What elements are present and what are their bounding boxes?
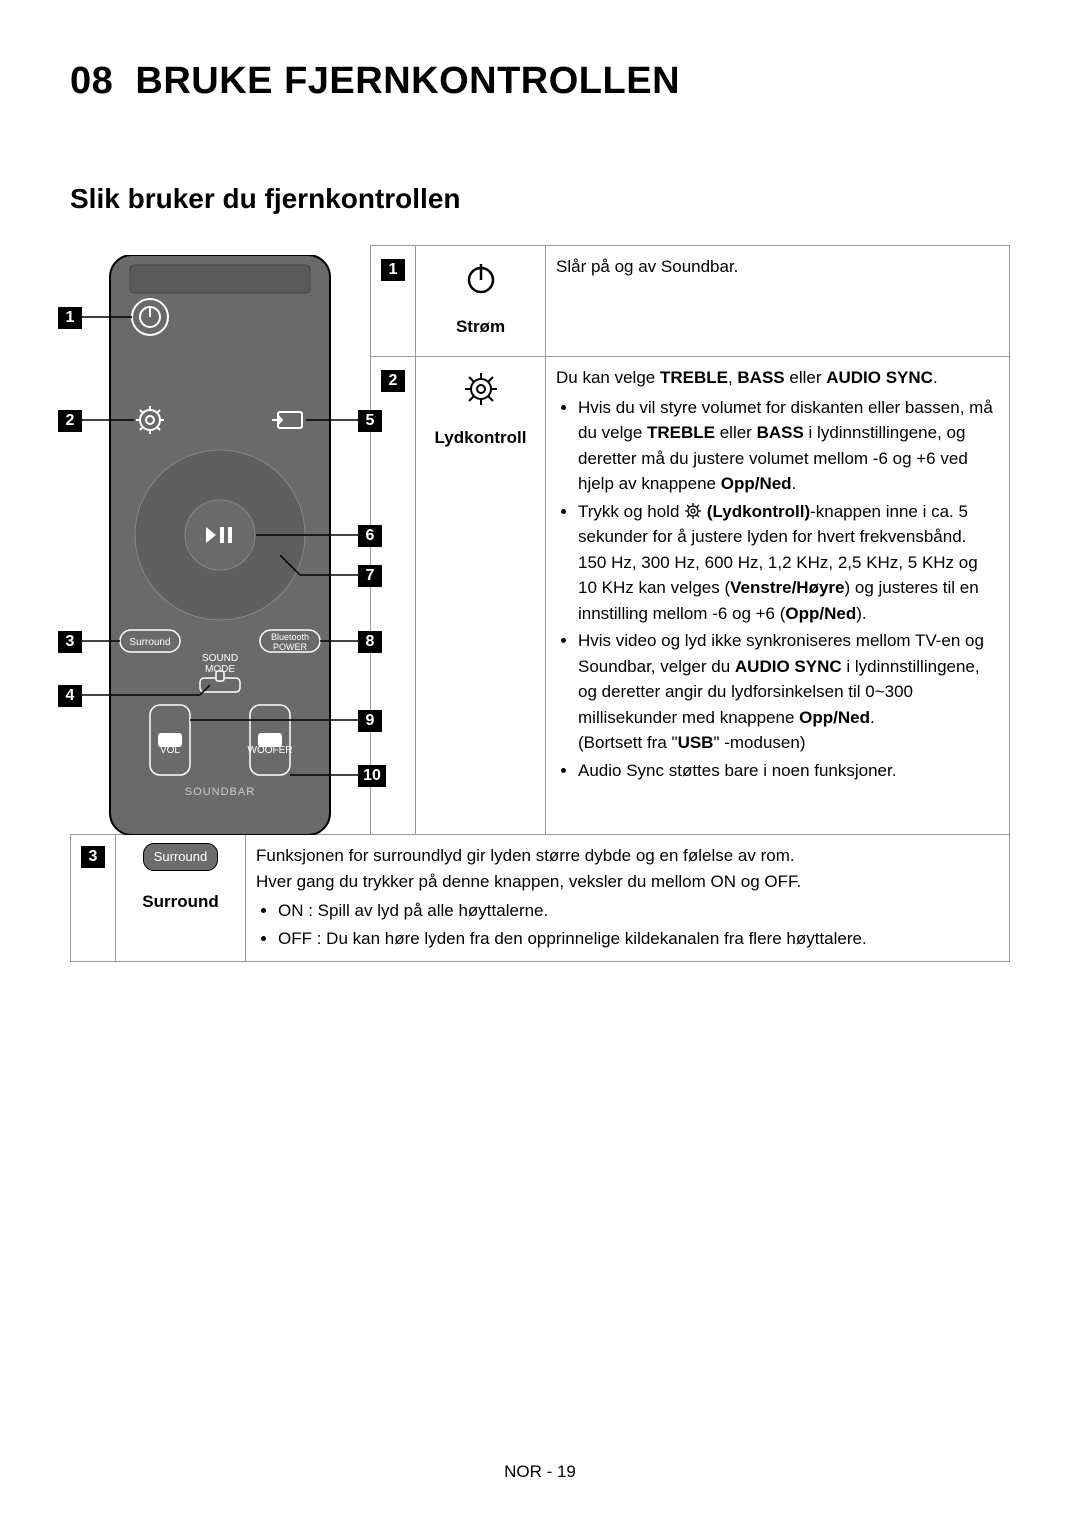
row3-description: Funksjonen for surroundlyd gir lyden stø… [246,835,1010,962]
r3-bullet1: ON : Spill av lyd på alle høyttalerne. [278,898,999,924]
callout-1: 1 [58,307,82,329]
power-icon [463,260,499,296]
callout-4: 4 [58,685,82,707]
r2-intro: Du kan velge TREBLE, BASS eller AUDIO SY… [556,368,938,387]
content-area: Surround Bluetooth POWER SOUND MODE VOL … [70,245,1010,835]
row1-description: Slår på og av Soundbar. [546,246,1010,357]
r3-bullet2: OFF : Du kan høre lyden fra den opprinne… [278,926,999,952]
svg-text:POWER: POWER [273,642,308,652]
svg-text:SOUND: SOUND [202,653,238,664]
remote-diagram: Surround Bluetooth POWER SOUND MODE VOL … [70,255,370,835]
svg-text:WOOFER: WOOFER [248,745,293,756]
row-number-1: 1 [381,259,405,281]
sound-control-label: Lydkontroll [426,425,535,451]
r3-intro1: Funksjonen for surroundlyd gir lyden stø… [256,843,999,869]
surround-label: Surround [126,889,235,915]
row2-description: Du kan velge TREBLE, BASS eller AUDIO SY… [546,357,1010,835]
callout-9: 9 [358,710,382,732]
r2-bullet4: Audio Sync støttes bare i noen funksjone… [578,758,999,784]
callout-7: 7 [358,565,382,587]
row-number-2: 2 [381,370,405,392]
gear-icon-inline [684,502,702,520]
callout-10: 10 [358,765,386,787]
table-row: 3 Surround Surround Funksjonen for surro… [71,835,1010,962]
power-label: Strøm [426,314,535,340]
callout-5: 5 [358,410,382,432]
callout-8: 8 [358,631,382,653]
r2-bullet1: Hvis du vil styre volumet for diskanten … [578,395,999,497]
callout-6: 6 [358,525,382,547]
svg-text:Surround: Surround [129,637,170,648]
gear-icon [463,371,499,407]
callout-2: 2 [58,410,82,432]
surround-button-icon: Surround [143,843,218,871]
r2-bullet3: Hvis video og lyd ikke synkroniseres mel… [578,628,999,756]
description-table: 1 Strøm Slår på og av Soundbar. 2 [370,245,1010,835]
section-title: Slik bruker du fjernkontrollen [70,183,1010,215]
remote-diagram-column: Surround Bluetooth POWER SOUND MODE VOL … [70,245,370,835]
description-table-row3: 3 Surround Surround Funksjonen for surro… [70,834,1010,962]
table-row: 2 Lydkontroll Du kan velge TREBLE, BASS … [371,357,1010,835]
table-row: 1 Strøm Slår på og av Soundbar. [371,246,1010,357]
svg-text:Bluetooth: Bluetooth [271,632,309,642]
svg-text:SOUNDBAR: SOUNDBAR [185,786,255,798]
row-number-3: 3 [81,846,105,868]
chapter-name: BRUKE FJERNKONTROLLEN [135,60,680,102]
r3-intro2: Hver gang du trykker på denne knappen, v… [256,869,999,895]
chapter-title: 08 BRUKE FJERNKONTROLLEN [70,60,1010,103]
callout-3: 3 [58,631,82,653]
svg-text:VOL: VOL [160,745,180,756]
r2-bullet2: Trykk og hold (Lydkontroll)-knappen inne… [578,499,999,627]
chapter-number: 08 [70,60,113,102]
page-footer: NOR - 19 [0,1462,1080,1482]
row1-text: Slår på og av Soundbar. [556,257,738,276]
